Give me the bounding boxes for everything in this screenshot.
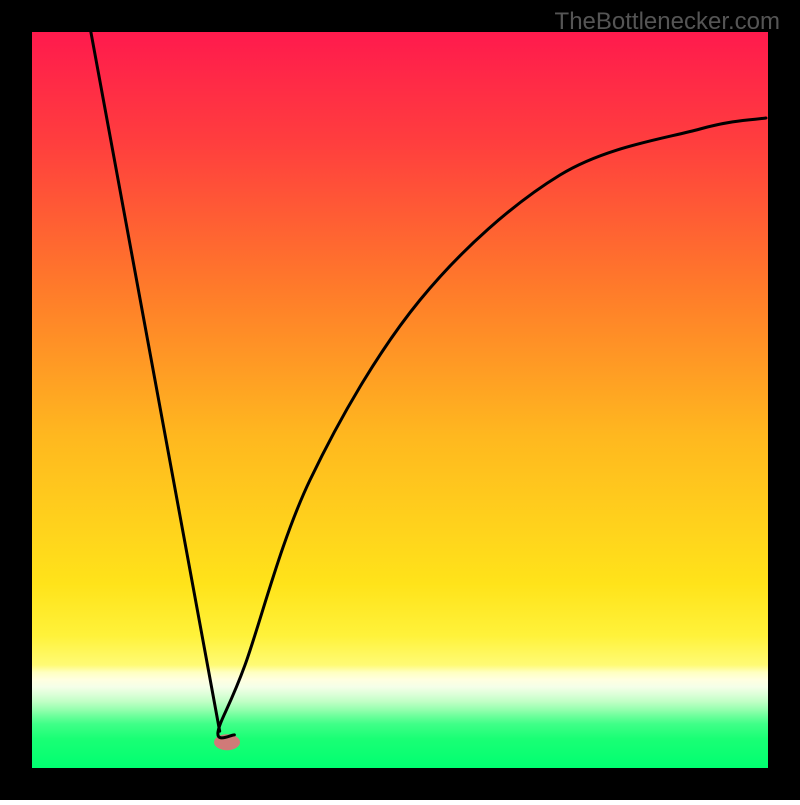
plot-background (32, 32, 768, 768)
chart-container: { "watermark": { "text": "TheBottlenecke… (0, 0, 800, 800)
watermark-text: TheBottlenecker.com (555, 8, 780, 36)
bottleneck-chart (0, 0, 800, 800)
